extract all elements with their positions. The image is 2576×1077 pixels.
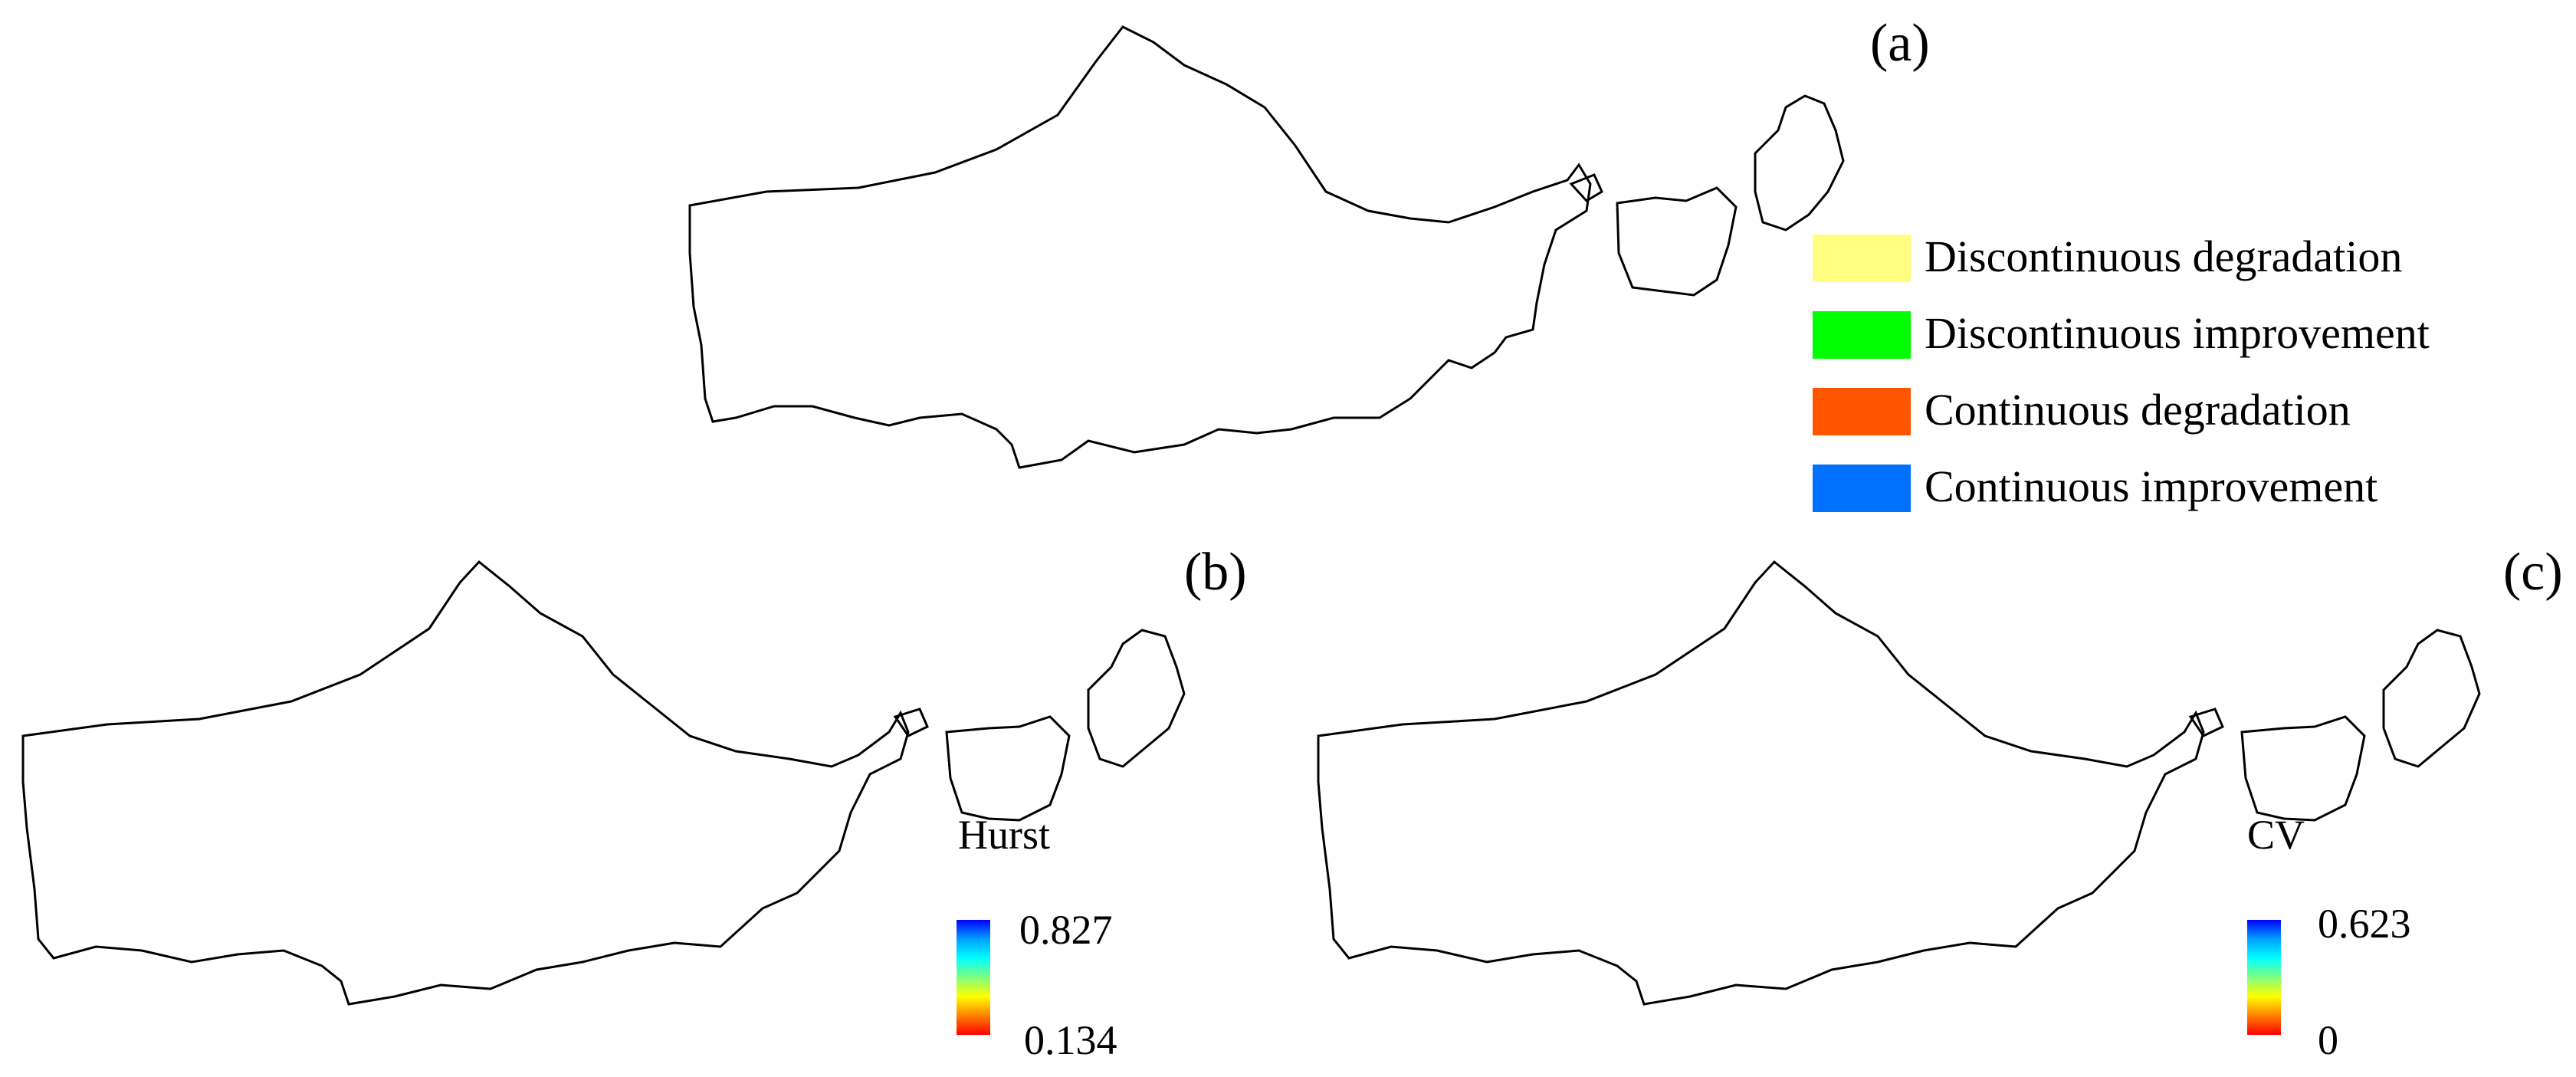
legend-swatch-discontinuous-degradation bbox=[1813, 235, 1911, 282]
panel-label-b: (b) bbox=[1184, 543, 1247, 602]
panel-label-a: (a) bbox=[1870, 14, 1930, 73]
hurst-scale-max: 0.827 bbox=[1019, 907, 1113, 953]
map-c-cv bbox=[1317, 560, 2481, 1006]
panel-label-c: (c) bbox=[2503, 543, 2563, 602]
cv-color-ramp bbox=[2247, 920, 2281, 1035]
legend-label: Continuous improvement bbox=[1925, 461, 2378, 511]
map-b-hurst bbox=[21, 560, 1186, 1006]
legend-swatch-discontinuous-improvement bbox=[1813, 311, 1911, 359]
legend-swatch-continuous-improvement bbox=[1813, 465, 1911, 512]
map-a-trend-classes bbox=[688, 25, 1845, 469]
legend-swatch-continuous-degradation bbox=[1813, 388, 1911, 435]
hurst-color-ramp bbox=[957, 920, 990, 1035]
hurst-scale-title: Hurst bbox=[958, 812, 1050, 858]
legend-label: Discontinuous degradation bbox=[1925, 231, 2403, 281]
cv-scale-title: CV bbox=[2247, 812, 2305, 858]
cv-scale-max: 0.623 bbox=[2318, 901, 2411, 947]
cv-scale-min: 0 bbox=[2318, 1017, 2338, 1063]
hurst-scale-min: 0.134 bbox=[1024, 1017, 1117, 1063]
legend-label: Continuous degradation bbox=[1925, 385, 2351, 435]
legend-label: Discontinuous improvement bbox=[1925, 308, 2430, 358]
